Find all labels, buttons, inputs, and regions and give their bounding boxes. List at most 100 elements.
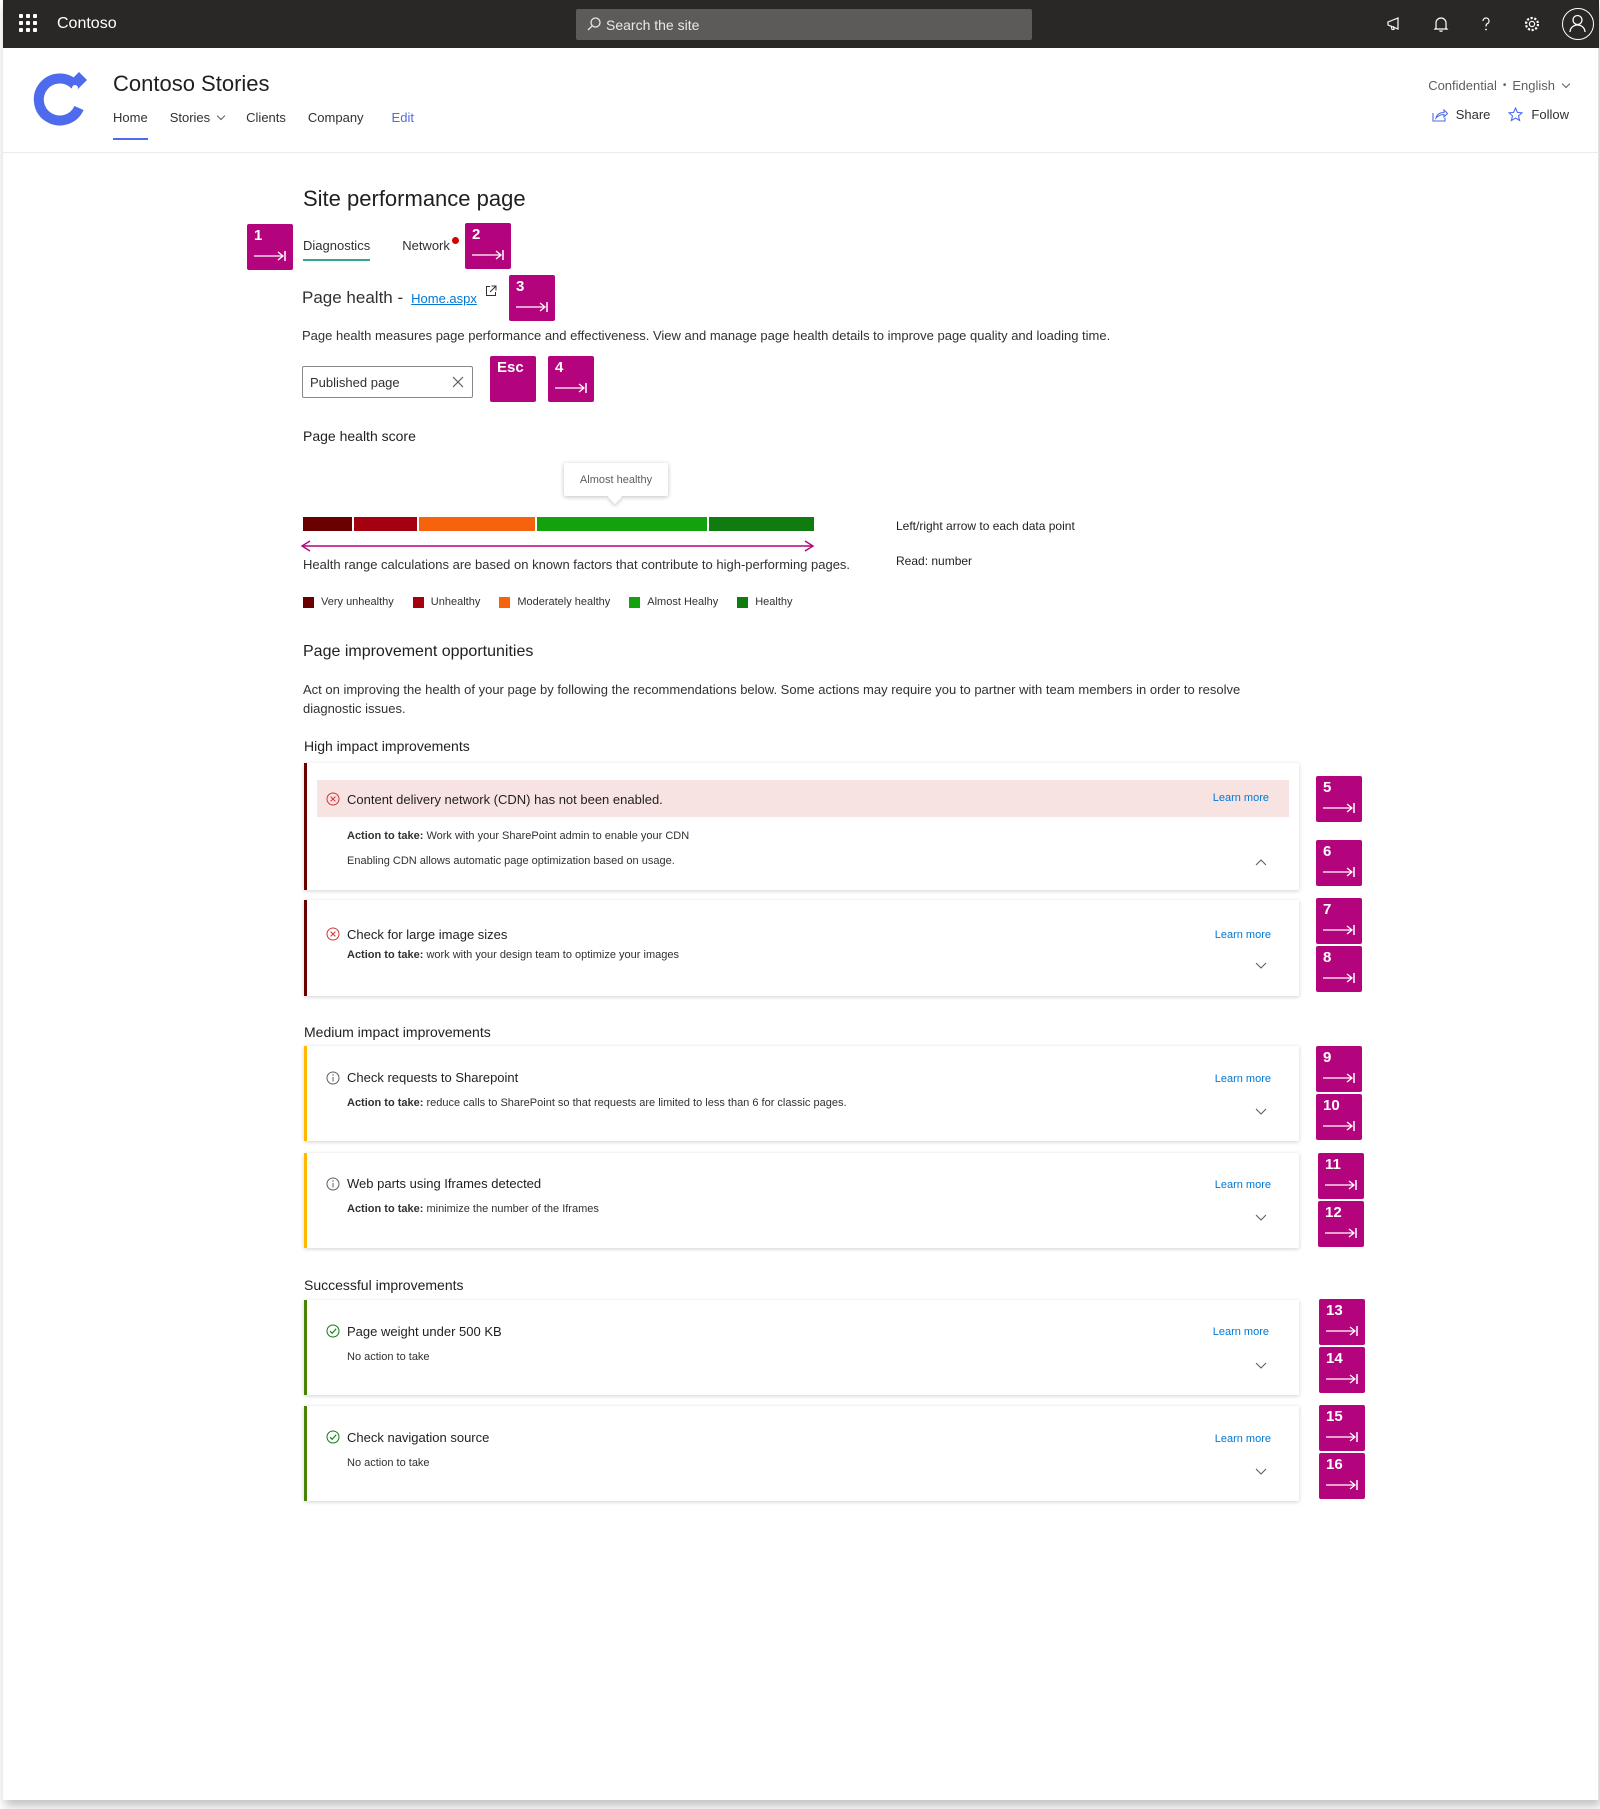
site-title[interactable]: Contoso Stories <box>113 71 270 96</box>
tab-network[interactable]: Network <box>402 237 459 261</box>
external-link-icon[interactable] <box>485 285 497 297</box>
error-circle-icon <box>326 792 340 806</box>
card-title: Check requests to Sharepoint <box>347 1070 519 1085</box>
help-icon[interactable] <box>1476 14 1496 34</box>
brand-name[interactable]: Contoso <box>57 15 117 32</box>
segment-healthy[interactable] <box>709 517 814 531</box>
search-placeholder: Search the site <box>606 17 700 33</box>
settings-gear-icon[interactable] <box>1522 14 1542 34</box>
nav-item-company[interactable]: Company <box>307 110 364 125</box>
badge-number: 11 <box>1325 1156 1341 1173</box>
info-icon <box>326 1071 340 1085</box>
tab-order-badge: 9 <box>1316 1046 1362 1092</box>
tab-key-icon <box>1325 1228 1357 1238</box>
megaphone-icon[interactable] <box>1385 14 1405 34</box>
check-circle-icon <box>326 1430 340 1444</box>
health-score-bar[interactable] <box>303 517 814 531</box>
legend-label: Healthy <box>755 596 793 608</box>
tab-order-badge: 7 <box>1316 898 1362 944</box>
user-avatar[interactable] <box>1562 8 1594 40</box>
learn-more-link[interactable]: Learn more <box>1212 1326 1269 1338</box>
nav-item-clients[interactable]: Clients <box>246 110 286 125</box>
badge-number: 1 <box>254 227 263 244</box>
badge-number: 8 <box>1323 949 1332 966</box>
medium-impact-heading: Medium impact improvements <box>304 1024 491 1040</box>
tab-key-icon <box>472 250 504 260</box>
segment-moderately-healthy[interactable] <box>419 517 535 531</box>
page-frame: Contoso Search the site <box>3 0 1599 1800</box>
card-action: Action to take: work with your design te… <box>347 949 679 961</box>
segment-almost-healthy[interactable] <box>537 517 707 531</box>
chevron-down-icon[interactable] <box>1255 962 1267 970</box>
learn-more-link[interactable]: Learn more <box>1214 1073 1271 1085</box>
legend-label: Very unhealthy <box>321 596 394 608</box>
opportunities-description: Act on improving the health of your page… <box>303 682 1241 716</box>
page-link[interactable]: Home.aspx <box>411 291 477 306</box>
improvement-card-page-weight[interactable]: Page weight under 500 KB Learn more No a… <box>304 1300 1299 1395</box>
app-launcher-icon[interactable] <box>19 14 37 32</box>
legend-item: Almost Healhy <box>629 596 718 608</box>
improvement-card-requests[interactable]: Check requests to Sharepoint Learn more … <box>304 1046 1299 1141</box>
successful-heading: Successful improvements <box>304 1277 464 1293</box>
chevron-down-icon[interactable] <box>1255 1468 1267 1476</box>
tab-order-badge: 15 <box>1319 1405 1365 1451</box>
chevron-up-icon[interactable] <box>1255 858 1267 866</box>
tab-key-icon <box>1326 1432 1358 1442</box>
card-title: Check navigation source <box>347 1430 490 1445</box>
tab-key-icon <box>516 302 548 312</box>
action-text: minimize the number of the Iframes <box>423 1203 599 1215</box>
page-filter-field[interactable]: Published page <box>302 366 473 398</box>
legend-swatch <box>303 596 314 608</box>
card-action: Action to take: Work with your SharePoin… <box>347 830 689 842</box>
improvement-card-cdn[interactable]: Content delivery network (CDN) has not b… <box>304 763 1299 890</box>
learn-more-link[interactable]: Learn more <box>1212 792 1269 804</box>
segment-unhealthy[interactable] <box>354 517 417 531</box>
language-selector[interactable]: English <box>1512 78 1571 93</box>
chevron-down-icon[interactable] <box>1255 1214 1267 1222</box>
improvement-card-iframes[interactable]: Web parts using Iframes detected Learn m… <box>304 1153 1299 1248</box>
chevron-down-icon[interactable] <box>1255 1362 1267 1370</box>
nav-item-home[interactable]: Home <box>113 110 148 140</box>
tab-key-icon <box>1323 803 1355 813</box>
share-button[interactable]: Share <box>1432 107 1490 122</box>
star-icon <box>1508 107 1524 122</box>
card-note: No action to take <box>347 1457 430 1469</box>
tab-diagnostics[interactable]: Diagnostics <box>303 238 371 261</box>
tab-order-badge: 3 <box>509 275 555 321</box>
learn-more-link[interactable]: Learn more <box>1214 929 1271 941</box>
clear-icon[interactable] <box>451 375 465 389</box>
read-hint: Read: number <box>896 554 973 568</box>
language-label: English <box>1512 78 1555 93</box>
notification-dot <box>451 237 459 244</box>
search-input[interactable]: Search the site <box>576 9 1032 40</box>
badge-number: 16 <box>1326 1456 1343 1473</box>
tab-order-badge: 12 <box>1318 1201 1364 1247</box>
learn-more-link[interactable]: Learn more <box>1214 1179 1271 1191</box>
follow-label: Follow <box>1531 107 1569 122</box>
tab-key-icon <box>254 251 286 261</box>
tab-key-icon <box>1323 973 1355 983</box>
legend-label: Unhealthy <box>430 596 481 608</box>
nav-item-stories[interactable]: Stories <box>170 110 226 140</box>
legend-swatch <box>737 596 749 608</box>
tab-key-icon <box>1326 1480 1358 1490</box>
tab-key-icon <box>1323 867 1355 877</box>
classification-label: Confidential <box>1428 78 1497 93</box>
card-note: No action to take <box>347 1351 430 1363</box>
improvement-card-navigation[interactable]: Check navigation source Learn more No ac… <box>304 1406 1299 1501</box>
segment-very-unhealthy[interactable] <box>303 517 352 531</box>
follow-button[interactable]: Follow <box>1508 107 1569 122</box>
chevron-down-icon <box>216 111 226 121</box>
score-legend: Very unhealthy Unhealthy Moderately heal… <box>303 596 812 608</box>
chevron-down-icon[interactable] <box>1255 1108 1267 1116</box>
badge-number: 7 <box>1323 901 1332 918</box>
site-logo-icon[interactable] <box>31 68 93 130</box>
check-circle-icon <box>326 1324 340 1338</box>
bell-icon[interactable] <box>1431 14 1451 34</box>
learn-more-link[interactable]: Learn more <box>1214 1433 1271 1445</box>
action-prefix: Action to take: <box>347 830 424 842</box>
page-health-description: Page health measures page performance an… <box>302 328 1111 343</box>
nav-edit-link[interactable]: Edit <box>391 110 414 125</box>
site-header: Contoso Stories Home Stories Clients Com… <box>3 48 1599 153</box>
improvement-card-images[interactable]: Check for large image sizes Learn more A… <box>304 900 1299 996</box>
